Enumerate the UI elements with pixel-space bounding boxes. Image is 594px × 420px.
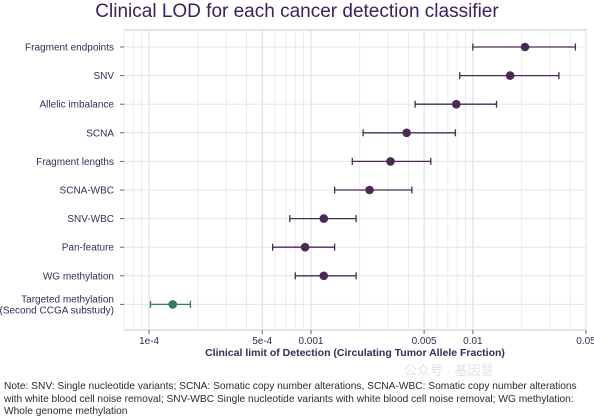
data-marks [149, 42, 577, 309]
data-point [365, 185, 374, 195]
y-tick-label: Pan-feature [62, 243, 115, 254]
data-point [386, 157, 395, 166]
x-axis-label: Clinical limit of Detection (Circulating… [205, 347, 505, 359]
data-point [520, 42, 530, 52]
y-tick-label: Allelic imbalance [40, 100, 115, 111]
watermark: 公众号 · 基因慧 [404, 363, 494, 378]
data-point [300, 242, 310, 252]
x-tick-label: 0.05 [576, 336, 594, 347]
x-tick-label: 5e-4 [252, 336, 272, 347]
x-tick-label: 0.01 [463, 336, 483, 347]
x-tick-labels: 1e-4 5e-4 0.001 0.005 0.01 0.05 [139, 336, 594, 347]
data-point [319, 271, 329, 281]
footnote: Note: SNV: Single nucleotide variants; S… [4, 381, 577, 418]
data-point [505, 71, 515, 80]
y-tick-label: SNV [93, 71, 114, 82]
y-tick-label: Targeted methylation (Second CCGA substud… [0, 294, 114, 316]
y-tick-labels: Fragment endpoints SNV Allelic imbalance SC… [0, 43, 114, 317]
x-tick-label: 1e-4 [139, 336, 159, 347]
y-tick-label: SCNA-WBC [60, 186, 114, 197]
data-point [451, 99, 461, 109]
y-tick-label: WG methylation [43, 271, 114, 282]
y-tick-label: SCNA [86, 128, 114, 139]
data-point [319, 214, 329, 223]
x-tick-label: 0.005 [412, 336, 437, 347]
data-point [168, 300, 178, 309]
x-tick-label: 0.001 [298, 336, 323, 347]
y-tick-label: Fragment endpoints [25, 43, 114, 54]
chart-title: Clinical LOD for each cancer detection c… [95, 1, 499, 22]
data-point [402, 128, 411, 138]
y-tick-label: SNV-WBC [67, 214, 114, 225]
y-tick-label: Fragment lengths [36, 157, 114, 168]
